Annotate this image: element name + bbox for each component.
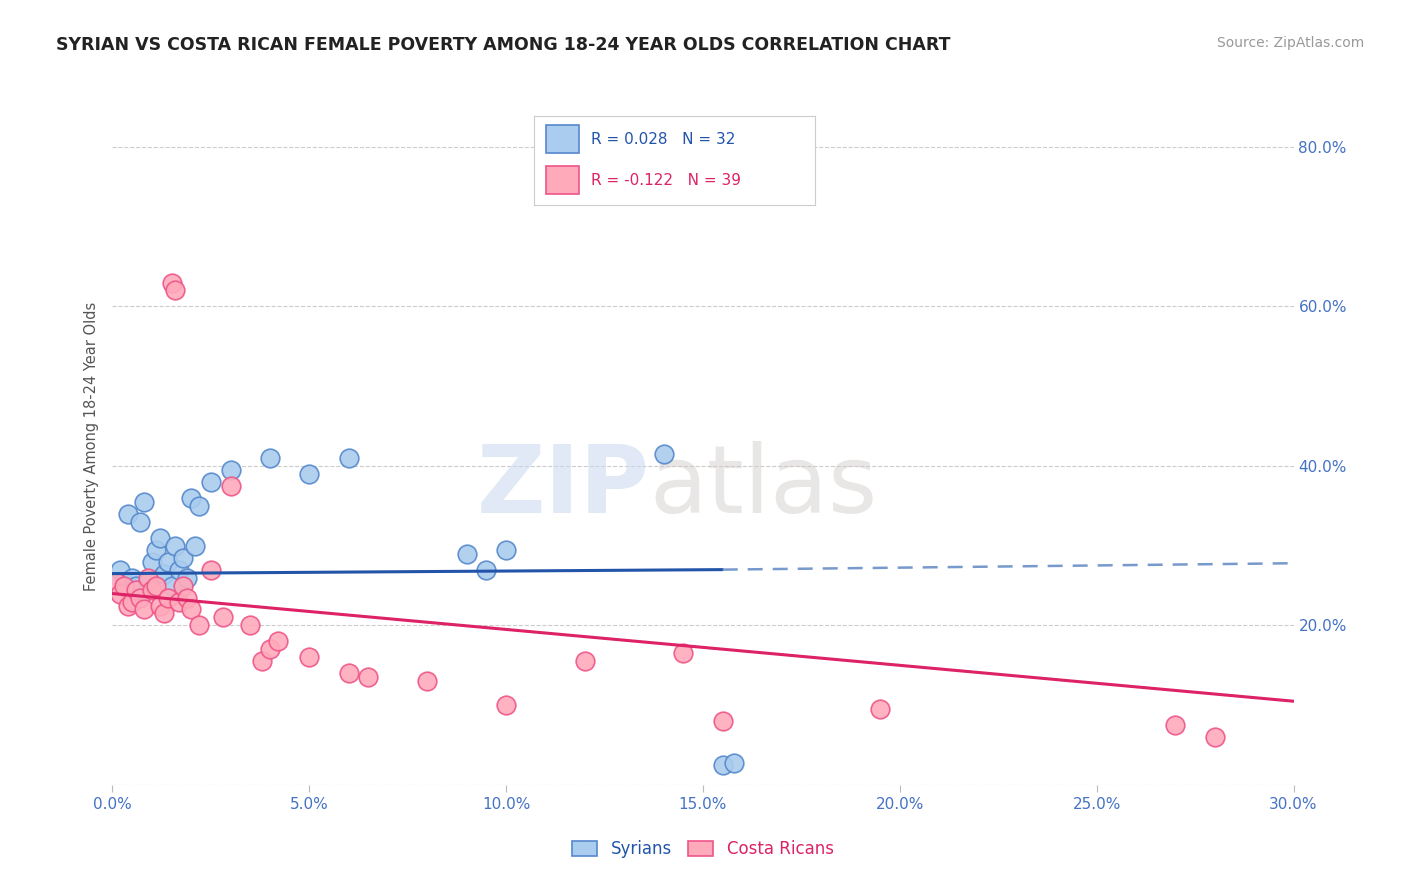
Text: R = 0.028   N = 32: R = 0.028 N = 32	[591, 132, 735, 146]
Point	[357, 670, 380, 684]
Point	[1164, 718, 1187, 732]
Point	[574, 654, 596, 668]
Point	[129, 515, 152, 529]
Bar	[546, 166, 579, 194]
Point	[117, 507, 139, 521]
Text: SYRIAN VS COSTA RICAN FEMALE POVERTY AMONG 18-24 YEAR OLDS CORRELATION CHART: SYRIAN VS COSTA RICAN FEMALE POVERTY AMO…	[56, 36, 950, 54]
Text: R = -0.122   N = 39: R = -0.122 N = 39	[591, 173, 741, 187]
Point	[211, 610, 233, 624]
Point	[176, 591, 198, 605]
Point	[132, 602, 155, 616]
Text: Source: ZipAtlas.com: Source: ZipAtlas.com	[1216, 36, 1364, 50]
Point	[298, 650, 321, 665]
Point	[149, 599, 172, 613]
Point	[169, 594, 191, 608]
Point	[125, 578, 148, 592]
Point	[160, 276, 183, 290]
Y-axis label: Female Poverty Among 18-24 Year Olds: Female Poverty Among 18-24 Year Olds	[84, 301, 100, 591]
Point	[219, 463, 242, 477]
Point	[184, 539, 207, 553]
Point	[337, 450, 360, 465]
Legend: Syrians, Costa Ricans: Syrians, Costa Ricans	[565, 833, 841, 864]
Point	[121, 571, 143, 585]
Point	[112, 578, 135, 592]
Point	[152, 566, 174, 581]
Point	[112, 574, 135, 589]
Point	[156, 555, 179, 569]
Point	[267, 634, 290, 648]
Point	[495, 698, 517, 713]
Point	[121, 594, 143, 608]
Point	[160, 578, 183, 592]
Point	[176, 571, 198, 585]
Point	[200, 563, 222, 577]
Point	[180, 491, 202, 505]
Point	[169, 563, 191, 577]
Point	[416, 674, 439, 689]
Point	[125, 582, 148, 597]
Text: atlas: atlas	[650, 441, 879, 533]
Point	[149, 531, 172, 545]
Point	[200, 475, 222, 489]
Point	[298, 467, 321, 481]
Point	[219, 479, 242, 493]
Point	[180, 602, 202, 616]
Point	[165, 284, 187, 298]
Point	[152, 607, 174, 621]
Point	[110, 586, 132, 600]
Point	[711, 758, 734, 772]
Point	[188, 618, 211, 632]
Point	[723, 756, 745, 770]
Point	[711, 714, 734, 728]
Point	[132, 495, 155, 509]
Point	[145, 542, 167, 557]
Point	[172, 550, 194, 565]
Point	[259, 450, 281, 465]
Text: ZIP: ZIP	[477, 441, 650, 533]
Point	[1204, 730, 1226, 744]
Point	[172, 578, 194, 592]
Point	[136, 571, 159, 585]
Point	[672, 646, 695, 660]
Point	[141, 582, 163, 597]
Point	[188, 499, 211, 513]
Point	[129, 591, 152, 605]
Point	[110, 563, 132, 577]
Point	[105, 574, 128, 589]
Point	[869, 702, 891, 716]
Bar	[546, 125, 579, 153]
Point	[156, 591, 179, 605]
Point	[117, 599, 139, 613]
Point	[141, 555, 163, 569]
Point	[475, 563, 498, 577]
Point	[652, 447, 675, 461]
Point	[495, 542, 517, 557]
Point	[145, 578, 167, 592]
Point	[165, 539, 187, 553]
Point	[259, 642, 281, 657]
Point	[337, 666, 360, 681]
Point	[239, 618, 262, 632]
Point	[456, 547, 478, 561]
Point	[250, 654, 273, 668]
Point	[136, 574, 159, 589]
